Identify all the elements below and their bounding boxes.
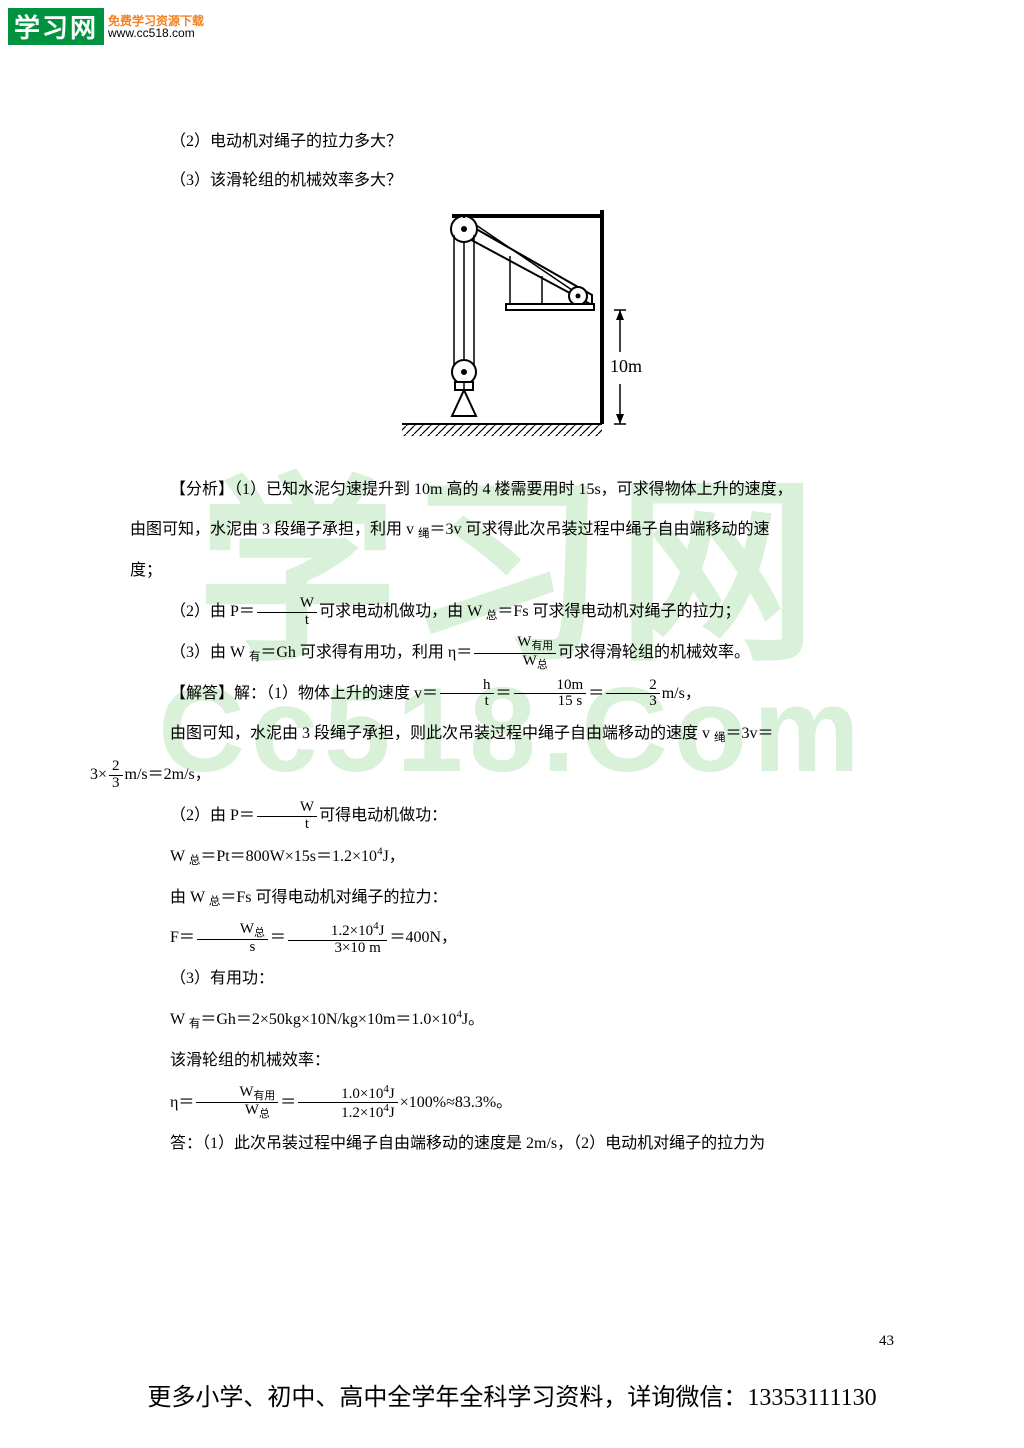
text: 可求得滑轮组的机械效率。 bbox=[558, 644, 750, 661]
den: 3 bbox=[109, 776, 123, 792]
den: W总 bbox=[474, 654, 556, 671]
text: （2）由 P＝ bbox=[170, 807, 255, 824]
question-2: （2）电动机对绳子的拉力多大？ bbox=[130, 124, 904, 159]
text: ＝3v 可求得此次吊装过程中绳子自由端移动的速 bbox=[430, 521, 770, 538]
frac-12e4-30: 1.2×104J3×10 m bbox=[288, 921, 388, 957]
sub: 有 bbox=[249, 651, 261, 663]
num: W有用 bbox=[474, 635, 556, 653]
sol-line4: W 总＝Pt＝800W×15s＝1.2×104J， bbox=[130, 839, 904, 876]
den: W总 bbox=[196, 1103, 278, 1120]
sub: 总 bbox=[486, 610, 498, 622]
sol-line1: 【解答】解：（1）物体上升的速度 v＝ht＝10m15 s＝23m/s， bbox=[130, 676, 904, 713]
text: J。 bbox=[462, 1011, 484, 1028]
page-content: （2）电动机对绳子的拉力多大？ （3）该滑轮组的机械效率多大？ bbox=[130, 120, 904, 1167]
text: m/s＝2m/s， bbox=[125, 766, 211, 783]
text: ＝Gh＝2×50kg×10N/kg×10m＝1.0×10 bbox=[200, 1011, 456, 1028]
sol-line6: F＝W总s＝1.2×104J3×10 m＝400N， bbox=[130, 920, 904, 957]
den: 3×10 m bbox=[288, 941, 388, 957]
frac-10-15: 10m15 s bbox=[514, 678, 587, 711]
den: t bbox=[257, 817, 317, 833]
den: 15 s bbox=[514, 694, 587, 710]
analysis-line3: （3）由 W 有＝Gh 可求得有用功，利用 η＝W有用W总可求得滑轮组的机械效率… bbox=[130, 635, 904, 672]
num: 2 bbox=[606, 678, 660, 695]
sol-line2b: 3×23m/s＝2m/s， bbox=[90, 757, 904, 794]
logo-tag1: 免费学习资源下载 bbox=[108, 15, 204, 27]
den: t bbox=[440, 694, 494, 710]
num: W bbox=[257, 800, 317, 817]
answer-line: 答：（1）此次吊装过程中绳子自由端移动的速度是 2m/s，（2）电动机对绳子的拉… bbox=[130, 1126, 904, 1163]
text: W bbox=[170, 848, 189, 865]
pulley-diagram: 10m bbox=[382, 210, 652, 453]
sol-line8: W 有＝Gh＝2×50kg×10N/kg×10m＝1.0×104J。 bbox=[130, 1002, 904, 1039]
text: η＝ bbox=[170, 1093, 194, 1110]
diagram-wrap: 10m bbox=[130, 210, 904, 453]
frac-W-t: Wt bbox=[257, 596, 317, 629]
frac-W-t2: Wt bbox=[257, 800, 317, 833]
sub: 绳 bbox=[418, 528, 430, 540]
sub: 总 bbox=[209, 896, 221, 908]
frac-2-3b: 23 bbox=[109, 759, 123, 792]
text: 3× bbox=[90, 766, 107, 783]
question-3: （3）该滑轮组的机械效率多大？ bbox=[130, 163, 904, 198]
site-logo: 学习网 免费学习资源下载 www.cc518.com bbox=[8, 8, 204, 45]
frac-h-t: ht bbox=[440, 678, 494, 711]
frac-Wyou-Wzong: W有用W总 bbox=[474, 635, 556, 671]
text: ＝3v＝ bbox=[726, 725, 774, 742]
footer-text: 更多小学、初中、高中全学年全科学习资料，详询微信：13353111130 bbox=[0, 1377, 1024, 1412]
logo-text: 免费学习资源下载 www.cc518.com bbox=[108, 15, 204, 39]
num: 2 bbox=[109, 759, 123, 776]
text: ＝Gh 可求得有用功，利用 η＝ bbox=[260, 644, 472, 661]
sub: 总 bbox=[189, 855, 201, 867]
frac-1e4-12e4: 1.0×104J1.2×104J bbox=[298, 1084, 398, 1123]
analysis-line1a: 【分析】（1）已知水泥匀速提升到 10m 高的 4 楼需要用时 15s，可求得物… bbox=[130, 472, 904, 509]
sub: 有 bbox=[189, 1018, 201, 1030]
sol-line5: 由 W 总＝Fs 可得电动机对绳子的拉力： bbox=[130, 880, 904, 917]
analysis-line1c: 度； bbox=[130, 553, 904, 590]
text: ＝Pt＝800W×15s＝1.2×10 bbox=[200, 848, 377, 865]
den: t bbox=[257, 613, 317, 629]
text: 由图可知，水泥由 3 段绳子承担，利用 v bbox=[130, 521, 418, 538]
sol-line9: 该滑轮组的机械效率： bbox=[130, 1043, 904, 1080]
page-number: 43 bbox=[879, 1333, 894, 1350]
sol-line7: （3）有用功： bbox=[130, 961, 904, 998]
text: 由 W bbox=[170, 889, 209, 906]
text: ＝Fs 可得电动机对绳子的拉力： bbox=[220, 889, 447, 906]
logo-tag2: www.cc518.com bbox=[108, 27, 204, 39]
num: 1.0×104J bbox=[298, 1084, 398, 1104]
logo-badge: 学习网 bbox=[8, 8, 104, 45]
den: 1.2×104J bbox=[298, 1103, 398, 1122]
num: W总 bbox=[197, 922, 268, 940]
sub: 绳 bbox=[714, 732, 726, 744]
text: J， bbox=[383, 848, 405, 865]
sol-line10: η＝W有用W总＝1.0×104J1.2×104J×100%≈83.3%。 bbox=[130, 1084, 904, 1123]
text: （2）由 P＝ bbox=[170, 603, 255, 620]
text: （3）由 W bbox=[170, 644, 249, 661]
text: ×100%≈83.3%。 bbox=[400, 1093, 512, 1110]
sol-line2a: 由图可知，水泥由 3 段绳子承担，则此次吊装过程中绳子自由端移动的速度 v 绳＝… bbox=[130, 716, 904, 753]
text: 可得电动机做功： bbox=[319, 807, 447, 824]
den: 3 bbox=[606, 694, 660, 710]
text: 由图可知，水泥由 3 段绳子承担，则此次吊装过程中绳子自由端移动的速度 v bbox=[170, 725, 714, 742]
text: m/s， bbox=[662, 685, 701, 702]
text: ＝400N， bbox=[389, 929, 457, 946]
text: W bbox=[170, 1011, 189, 1028]
num: W bbox=[257, 596, 317, 613]
num: 10m bbox=[514, 678, 587, 695]
den: s bbox=[197, 940, 268, 956]
num: h bbox=[440, 678, 494, 695]
frac-Wzong-s: W总s bbox=[197, 922, 268, 956]
text: ＝Fs 可求得电动机对绳子的拉力； bbox=[497, 603, 740, 620]
analysis-line2: （2）由 P＝Wt可求电动机做功，由 W 总＝Fs 可求得电动机对绳子的拉力； bbox=[130, 594, 904, 631]
text: 可求电动机做功，由 W bbox=[319, 603, 486, 620]
num: 1.2×104J bbox=[288, 921, 388, 941]
analysis-line1b: 由图可知，水泥由 3 段绳子承担，利用 v 绳＝3v 可求得此次吊装过程中绳子自… bbox=[130, 512, 904, 549]
frac-Wyou-Wzong2: W有用W总 bbox=[196, 1085, 278, 1121]
text: F＝ bbox=[170, 929, 195, 946]
num: W有用 bbox=[196, 1085, 278, 1103]
frac-2-3a: 23 bbox=[606, 678, 660, 711]
text: 【解答】解：（1）物体上升的速度 v＝ bbox=[170, 685, 438, 702]
diagram-height-label: 10m bbox=[610, 356, 642, 376]
sol-line3: （2）由 P＝Wt可得电动机做功： bbox=[130, 798, 904, 835]
